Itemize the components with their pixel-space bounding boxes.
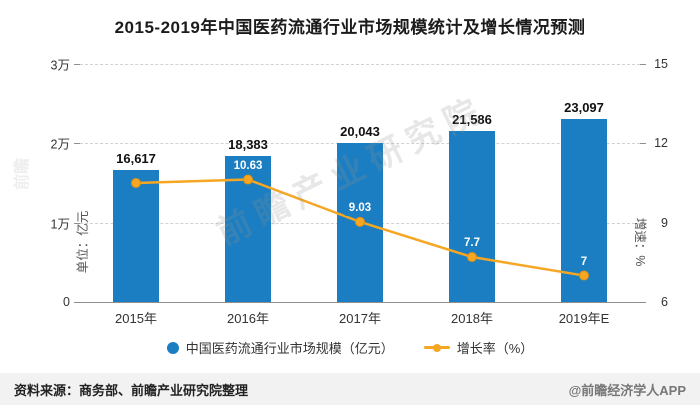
x-category-label: 2017年 xyxy=(339,311,381,326)
line-point xyxy=(355,216,365,227)
bar-value-label: 20,043 xyxy=(340,123,380,139)
x-category-label: 2019年E xyxy=(558,311,610,326)
line-point xyxy=(467,252,477,263)
bar-series-marker-icon xyxy=(166,341,179,354)
plot-area: 单位：亿元 增速：% 0 6 1万 9 2万 12 3万 15 16,617 18,383 20,0… xyxy=(51,57,668,309)
gridline xyxy=(80,64,640,65)
right-axis-tick-label: 15 xyxy=(654,57,668,71)
data-source-text: 资料来源：商务部、前瞻产业研究院整理 xyxy=(14,382,249,398)
right-tick xyxy=(640,302,646,303)
bar-value-label: 21,586 xyxy=(452,111,492,127)
x-category-label: 2015年 xyxy=(115,311,157,326)
growth-rate-label: 10.63 xyxy=(228,157,268,174)
chart-title: 2015-2019年中国医药流通行业市场规模统计及增长情况预测 xyxy=(114,18,586,37)
left-axis-tick-label: 3万 xyxy=(50,58,70,73)
line-point xyxy=(243,174,253,185)
footer-bar: 资料来源：商务部、前瞻产业研究院整理 @前瞻经济学人APP xyxy=(0,373,700,405)
legend-line-label: 增长率（%） xyxy=(456,341,534,356)
bar-value-label: 16,617 xyxy=(116,151,156,167)
left-tick xyxy=(74,143,80,145)
right-tick xyxy=(640,64,646,65)
right-tick xyxy=(640,222,646,224)
x-axis-labels: 2015年 2016年 2017年 2018年 2019年E xyxy=(80,308,640,327)
legend: 中国医药流通行业市场规模（亿元） 增长率（%） xyxy=(0,338,700,357)
bar-value-label: 18,383 xyxy=(228,137,268,153)
x-category-label: 2018年 xyxy=(451,311,493,326)
bar xyxy=(449,130,495,302)
credit-text: @前瞻经济学人APP xyxy=(568,382,686,398)
right-axis-tick-label: 9 xyxy=(661,215,668,230)
growth-rate-label: 7 xyxy=(575,253,593,270)
line-point xyxy=(131,178,141,188)
left-axis-tick-label: 0 xyxy=(63,295,70,309)
left-axis-tick-label: 2万 xyxy=(50,137,70,152)
growth-rate-label: 7.7 xyxy=(459,235,485,252)
line-point xyxy=(579,270,589,281)
left-tick xyxy=(74,222,80,224)
left-tick xyxy=(74,302,80,303)
legend-item-bar: 中国医药流通行业市场规模（亿元） xyxy=(166,338,394,357)
right-axis-tick-label: 6 xyxy=(661,295,668,309)
watermark-side-text: 前瞻 xyxy=(14,157,31,190)
right-tick xyxy=(640,143,646,145)
legend-item-line: 增长率（%） xyxy=(423,338,534,357)
left-axis-tick-label: 1万 xyxy=(50,217,70,232)
legend-bar-label: 中国医药流通行业市场规模（亿元） xyxy=(185,341,394,356)
line-series-marker-icon xyxy=(423,346,450,349)
bar-value-label: 23,097 xyxy=(564,99,604,115)
bar xyxy=(113,170,159,302)
left-tick xyxy=(74,64,80,65)
x-category-label: 2016年 xyxy=(227,311,269,326)
growth-rate-line xyxy=(131,174,589,281)
right-axis-tick-label: 12 xyxy=(654,136,668,151)
growth-rate-label: 9.03 xyxy=(343,199,377,216)
